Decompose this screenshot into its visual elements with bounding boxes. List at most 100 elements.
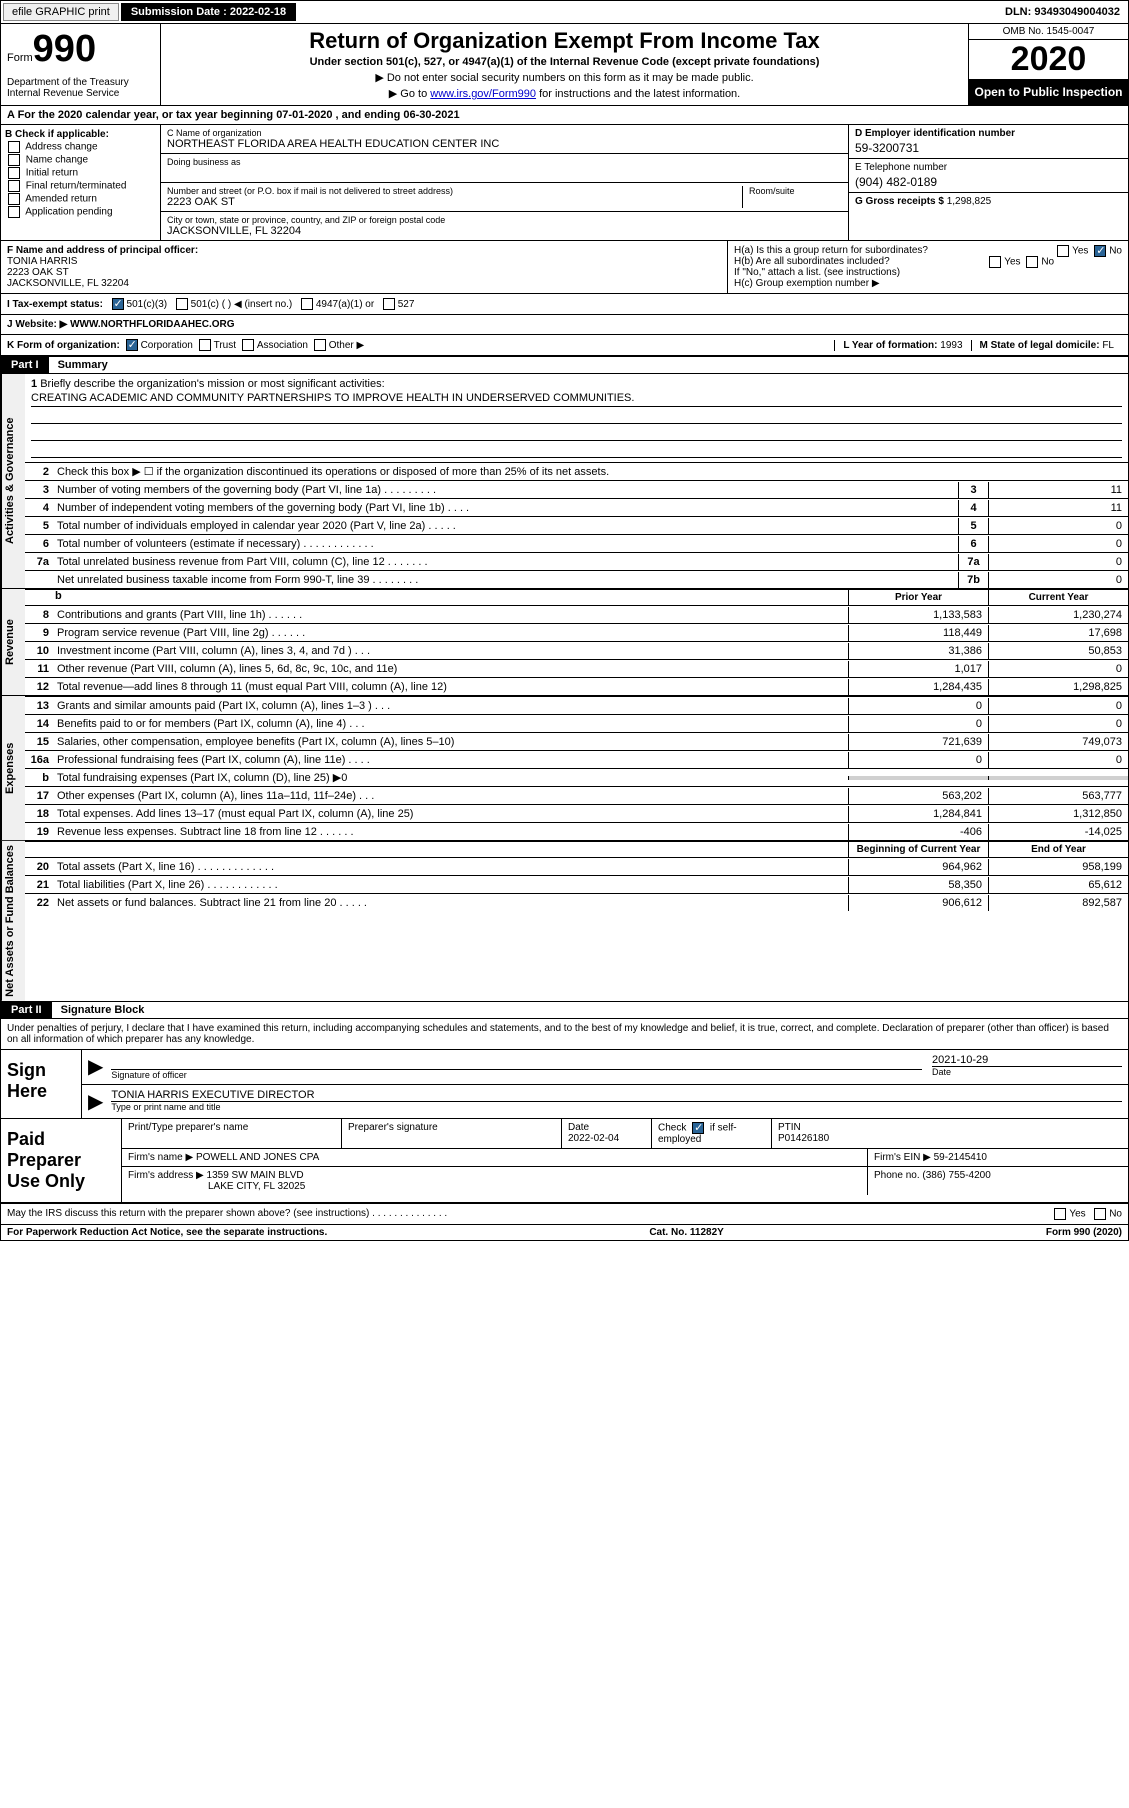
table-row: 21Total liabilities (Part X, line 26) . …: [25, 875, 1128, 893]
preparer-label: Paid Preparer Use Only: [1, 1119, 121, 1202]
cat-no: Cat. No. 11282Y: [649, 1227, 723, 1238]
part1-header: Part I Summary: [1, 357, 1128, 374]
table-row: bTotal fundraising expenses (Part IX, co…: [25, 768, 1128, 786]
table-row: 10Investment income (Part VIII, column (…: [25, 641, 1128, 659]
hb-label: H(b) Are all subordinates included?: [734, 256, 890, 267]
omb-box: OMB No. 1545-0047 2020 Open to Public In…: [968, 24, 1128, 105]
sig-date: 2021-10-29: [932, 1054, 1122, 1066]
table-row: 18Total expenses. Add lines 13–17 (must …: [25, 804, 1128, 822]
discuss-no[interactable]: [1094, 1208, 1106, 1220]
website-url: WWW.NORTHFLORIDAAHEC.ORG: [70, 319, 234, 330]
opt-name-change[interactable]: Name change: [5, 154, 156, 166]
table-row: 20Total assets (Part X, line 16) . . . .…: [25, 857, 1128, 875]
dln: DLN: 93493049004032: [997, 3, 1128, 21]
501c3-checkbox[interactable]: [112, 298, 124, 310]
dba-label: Doing business as: [167, 157, 842, 167]
phone-label: E Telephone number: [855, 162, 1122, 173]
form-header: Form990 Department of the Treasury Inter…: [1, 24, 1128, 106]
officer-city: JACKSONVILLE, FL 32204: [7, 278, 721, 289]
sidebar-net: Net Assets or Fund Balances: [1, 841, 25, 1001]
corp-checkbox[interactable]: [126, 339, 138, 351]
submission-date: Submission Date : 2022-02-18: [121, 3, 296, 21]
gross-label: G Gross receipts $: [855, 196, 944, 207]
table-row: 15Salaries, other compensation, employee…: [25, 732, 1128, 750]
opt-application-pending[interactable]: Application pending: [5, 206, 156, 218]
form-number: 990: [33, 28, 96, 70]
paperwork: For Paperwork Reduction Act Notice, see …: [7, 1227, 327, 1238]
col-prior: Prior Year: [848, 590, 988, 605]
section-a: A For the 2020 calendar year, or tax yea…: [1, 106, 1128, 125]
officer-name: TONIA HARRIS: [7, 256, 721, 267]
table-row: 3Number of voting members of the governi…: [25, 480, 1128, 498]
table-row: 7aTotal unrelated business revenue from …: [25, 552, 1128, 570]
col-d: D Employer identification number 59-3200…: [848, 125, 1128, 240]
table-row: 14Benefits paid to or for members (Part …: [25, 714, 1128, 732]
city-label: City or town, state or province, country…: [167, 215, 842, 225]
sig-officer-label: Signature of officer: [111, 1070, 922, 1080]
ha-label: H(a) Is this a group return for subordin…: [734, 245, 928, 256]
firm-addr2: LAKE CITY, FL 32025: [128, 1181, 305, 1192]
website-row: J Website: ▶ WWW.NORTHFLORIDAAHEC.ORG: [1, 315, 1128, 335]
form-prefix: Form: [7, 52, 33, 64]
k-row: K Form of organization: Corporation Trus…: [1, 335, 1128, 357]
mission-block: 1 Briefly describe the organization's mi…: [25, 374, 1128, 462]
other-checkbox[interactable]: [314, 339, 326, 351]
col-b: B Check if applicable: Address change Na…: [1, 125, 161, 240]
main-title: Return of Organization Exempt From Incom…: [165, 28, 964, 54]
discuss-yes[interactable]: [1054, 1208, 1066, 1220]
4947-checkbox[interactable]: [301, 298, 313, 310]
opt-initial-return[interactable]: Initial return: [5, 167, 156, 179]
sidebar-expenses: Expenses: [1, 696, 25, 840]
mission-text: CREATING ACADEMIC AND COMMUNITY PARTNERS…: [31, 390, 1122, 407]
501c-checkbox[interactable]: [176, 298, 188, 310]
firm-ein: 59-2145410: [934, 1152, 987, 1163]
sig-name: TONIA HARRIS EXECUTIVE DIRECTOR: [111, 1089, 1122, 1101]
title-box: Return of Organization Exempt From Incom…: [161, 24, 968, 105]
prep-print-label: Print/Type preparer's name: [122, 1119, 342, 1148]
527-checkbox[interactable]: [383, 298, 395, 310]
gross: 1,298,825: [947, 196, 992, 207]
irs-link[interactable]: www.irs.gov/Form990: [430, 88, 536, 100]
open-public: Open to Public Inspection: [969, 79, 1128, 105]
h-note: If "No," attach a list. (see instruction…: [734, 267, 1122, 278]
table-row: 9Program service revenue (Part VIII, lin…: [25, 623, 1128, 641]
table-row: 12Total revenue—add lines 8 through 11 (…: [25, 677, 1128, 695]
tax-year: 2020: [969, 40, 1128, 79]
col-current: Current Year: [988, 590, 1128, 605]
table-row: 6Total number of volunteers (estimate if…: [25, 534, 1128, 552]
sign-block: Sign Here ▶ Signature of officer 2021-10…: [1, 1050, 1128, 1119]
tax-exempt-row: I Tax-exempt status: 501(c)(3) 501(c) ( …: [1, 294, 1128, 315]
street: 2223 OAK ST: [167, 196, 742, 208]
sign-arrow-icon: ▶: [88, 1054, 103, 1080]
firm-addr1: 1359 SW MAIN BLVD: [207, 1170, 304, 1181]
prep-phone: (386) 755-4200: [922, 1170, 990, 1181]
table-row: 16aProfessional fundraising fees (Part I…: [25, 750, 1128, 768]
subtitle: Under section 501(c), 527, or 4947(a)(1)…: [165, 56, 964, 68]
table-row: Net unrelated business taxable income fr…: [25, 570, 1128, 588]
trust-checkbox[interactable]: [199, 339, 211, 351]
opt-final-return[interactable]: Final return/terminated: [5, 180, 156, 192]
instruction-2: ▶ Go to www.irs.gov/Form990 for instruct…: [165, 87, 964, 100]
prep-date: 2022-02-04: [568, 1133, 619, 1144]
opt-amended[interactable]: Amended return: [5, 193, 156, 205]
form-number-box: Form990 Department of the Treasury Inter…: [1, 24, 161, 105]
opt-address-change[interactable]: Address change: [5, 141, 156, 153]
preparer-block: Paid Preparer Use Only Print/Type prepar…: [1, 1119, 1128, 1204]
table-row: 11Other revenue (Part VIII, column (A), …: [25, 659, 1128, 677]
discuss-row: May the IRS discuss this return with the…: [1, 1204, 1128, 1225]
city: JACKSONVILLE, FL 32204: [167, 225, 842, 237]
table-row: 5Total number of individuals employed in…: [25, 516, 1128, 534]
department: Department of the Treasury Internal Reve…: [7, 77, 154, 99]
efile-print-button[interactable]: efile GRAPHIC print: [3, 3, 119, 21]
firm-name: POWELL AND JONES CPA: [196, 1152, 319, 1163]
ptin: P01426180: [778, 1133, 829, 1144]
officer-street: 2223 OAK ST: [7, 267, 721, 278]
part2-header: Part II Signature Block: [1, 1002, 1128, 1019]
table-row: 19Revenue less expenses. Subtract line 1…: [25, 822, 1128, 840]
street-label: Number and street (or P.O. box if mail i…: [167, 186, 742, 196]
phone: (904) 482-0189: [855, 175, 1122, 189]
assoc-checkbox[interactable]: [242, 339, 254, 351]
sign-here-label: Sign Here: [1, 1050, 81, 1118]
table-row: 13Grants and similar amounts paid (Part …: [25, 696, 1128, 714]
sidebar-revenue: Revenue: [1, 589, 25, 695]
